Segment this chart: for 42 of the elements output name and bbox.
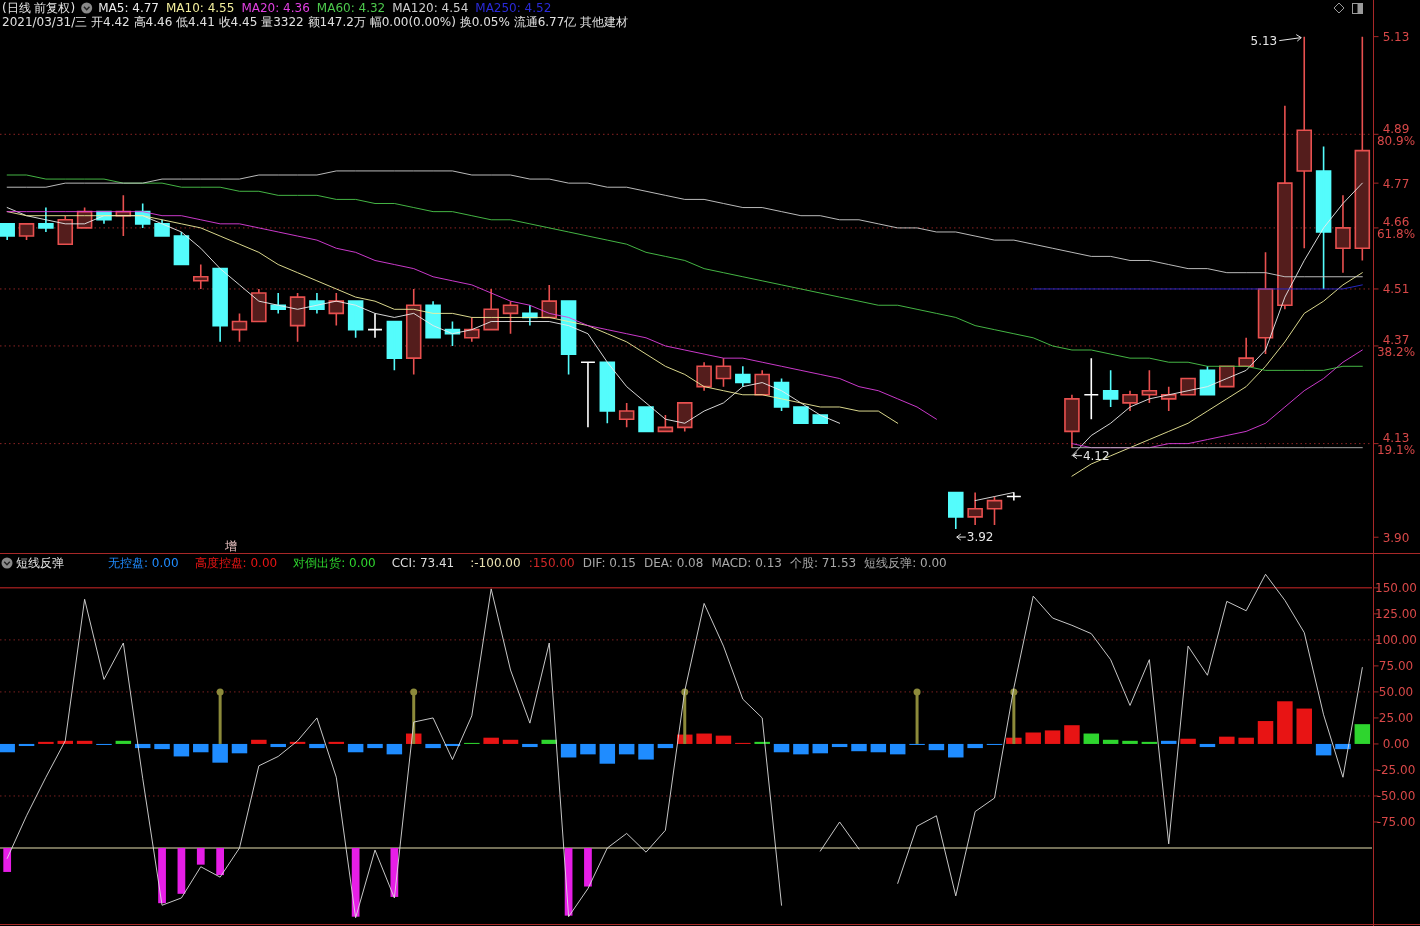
annotation: DIF: 0.15: [582, 556, 636, 570]
legend-entry: MA20: 4.36: [241, 1, 310, 15]
y-tick-label: 50.00: [1378, 685, 1414, 700]
legend-entry: MA10: 4.55: [165, 1, 235, 15]
y-tick-label: 150.00: [1375, 581, 1417, 596]
ref-line-label: :150.00: [528, 556, 575, 570]
title: 短线反弹: [16, 556, 64, 570]
legend-entry: MA120: 4.54: [392, 1, 469, 15]
y-tick-label: 5.13: [1382, 30, 1410, 45]
y-tick-label: 4.77: [1382, 176, 1410, 191]
legend-entry: 对倒出货: 0.00: [293, 556, 376, 570]
y-tick-label: 3.90: [1382, 530, 1410, 545]
y-tick-label: -75.00: [1376, 815, 1416, 830]
y-tick-label: 4.37 38.2%: [1376, 333, 1416, 360]
y-tick-label: 75.00: [1378, 659, 1414, 674]
annotation: 增: [225, 538, 238, 553]
title: (日线 前复权): [2, 1, 76, 15]
ref-line-label: :-100.00: [470, 556, 521, 570]
legend-entry: 无控盘: 0.00: [108, 556, 179, 570]
y-tick-label: 125.00: [1375, 607, 1417, 622]
y-tick-label: -50.00: [1376, 789, 1416, 804]
annotation: 5.13: [1250, 33, 1278, 48]
legend-entry: 高度控盘: 0.00: [194, 556, 278, 570]
y-tick-label: 4.66 61.8%: [1376, 215, 1416, 242]
legend-entry: CCI: 73.41: [391, 556, 455, 570]
annotation: 3.92: [966, 530, 994, 545]
subtitle: 2021/03/31/三 开4.42 高4.46 低4.41 收4.45 量3322 额147.2万 幅0.00(0.00%) 换0.05% 流通6.77亿 其他建材: [2, 15, 629, 29]
legend-entry: MA5: 4.77: [98, 1, 159, 15]
y-tick-label: 4.51: [1382, 282, 1410, 297]
y-tick-label: 0.00: [1382, 737, 1410, 752]
y-tick-label: 4.89 80.9%: [1376, 121, 1416, 148]
legend-entry: MA60: 4.32: [316, 1, 386, 15]
y-tick-label: 4.13 19.1%: [1376, 431, 1416, 458]
y-tick-label: 25.00: [1378, 711, 1414, 726]
annotation: MACD: 0.13: [711, 556, 782, 570]
legend-entry: MA250: 4.52: [475, 1, 552, 15]
annotation: 4.12: [1082, 448, 1110, 463]
y-tick-label: 100.00: [1375, 633, 1417, 648]
annotation: 短线反弹: 0.00: [864, 556, 947, 570]
annotation: 个股: 71.53: [789, 556, 857, 570]
annotation: DEA: 0.08: [644, 556, 704, 570]
y-tick-label: -25.00: [1376, 763, 1416, 778]
